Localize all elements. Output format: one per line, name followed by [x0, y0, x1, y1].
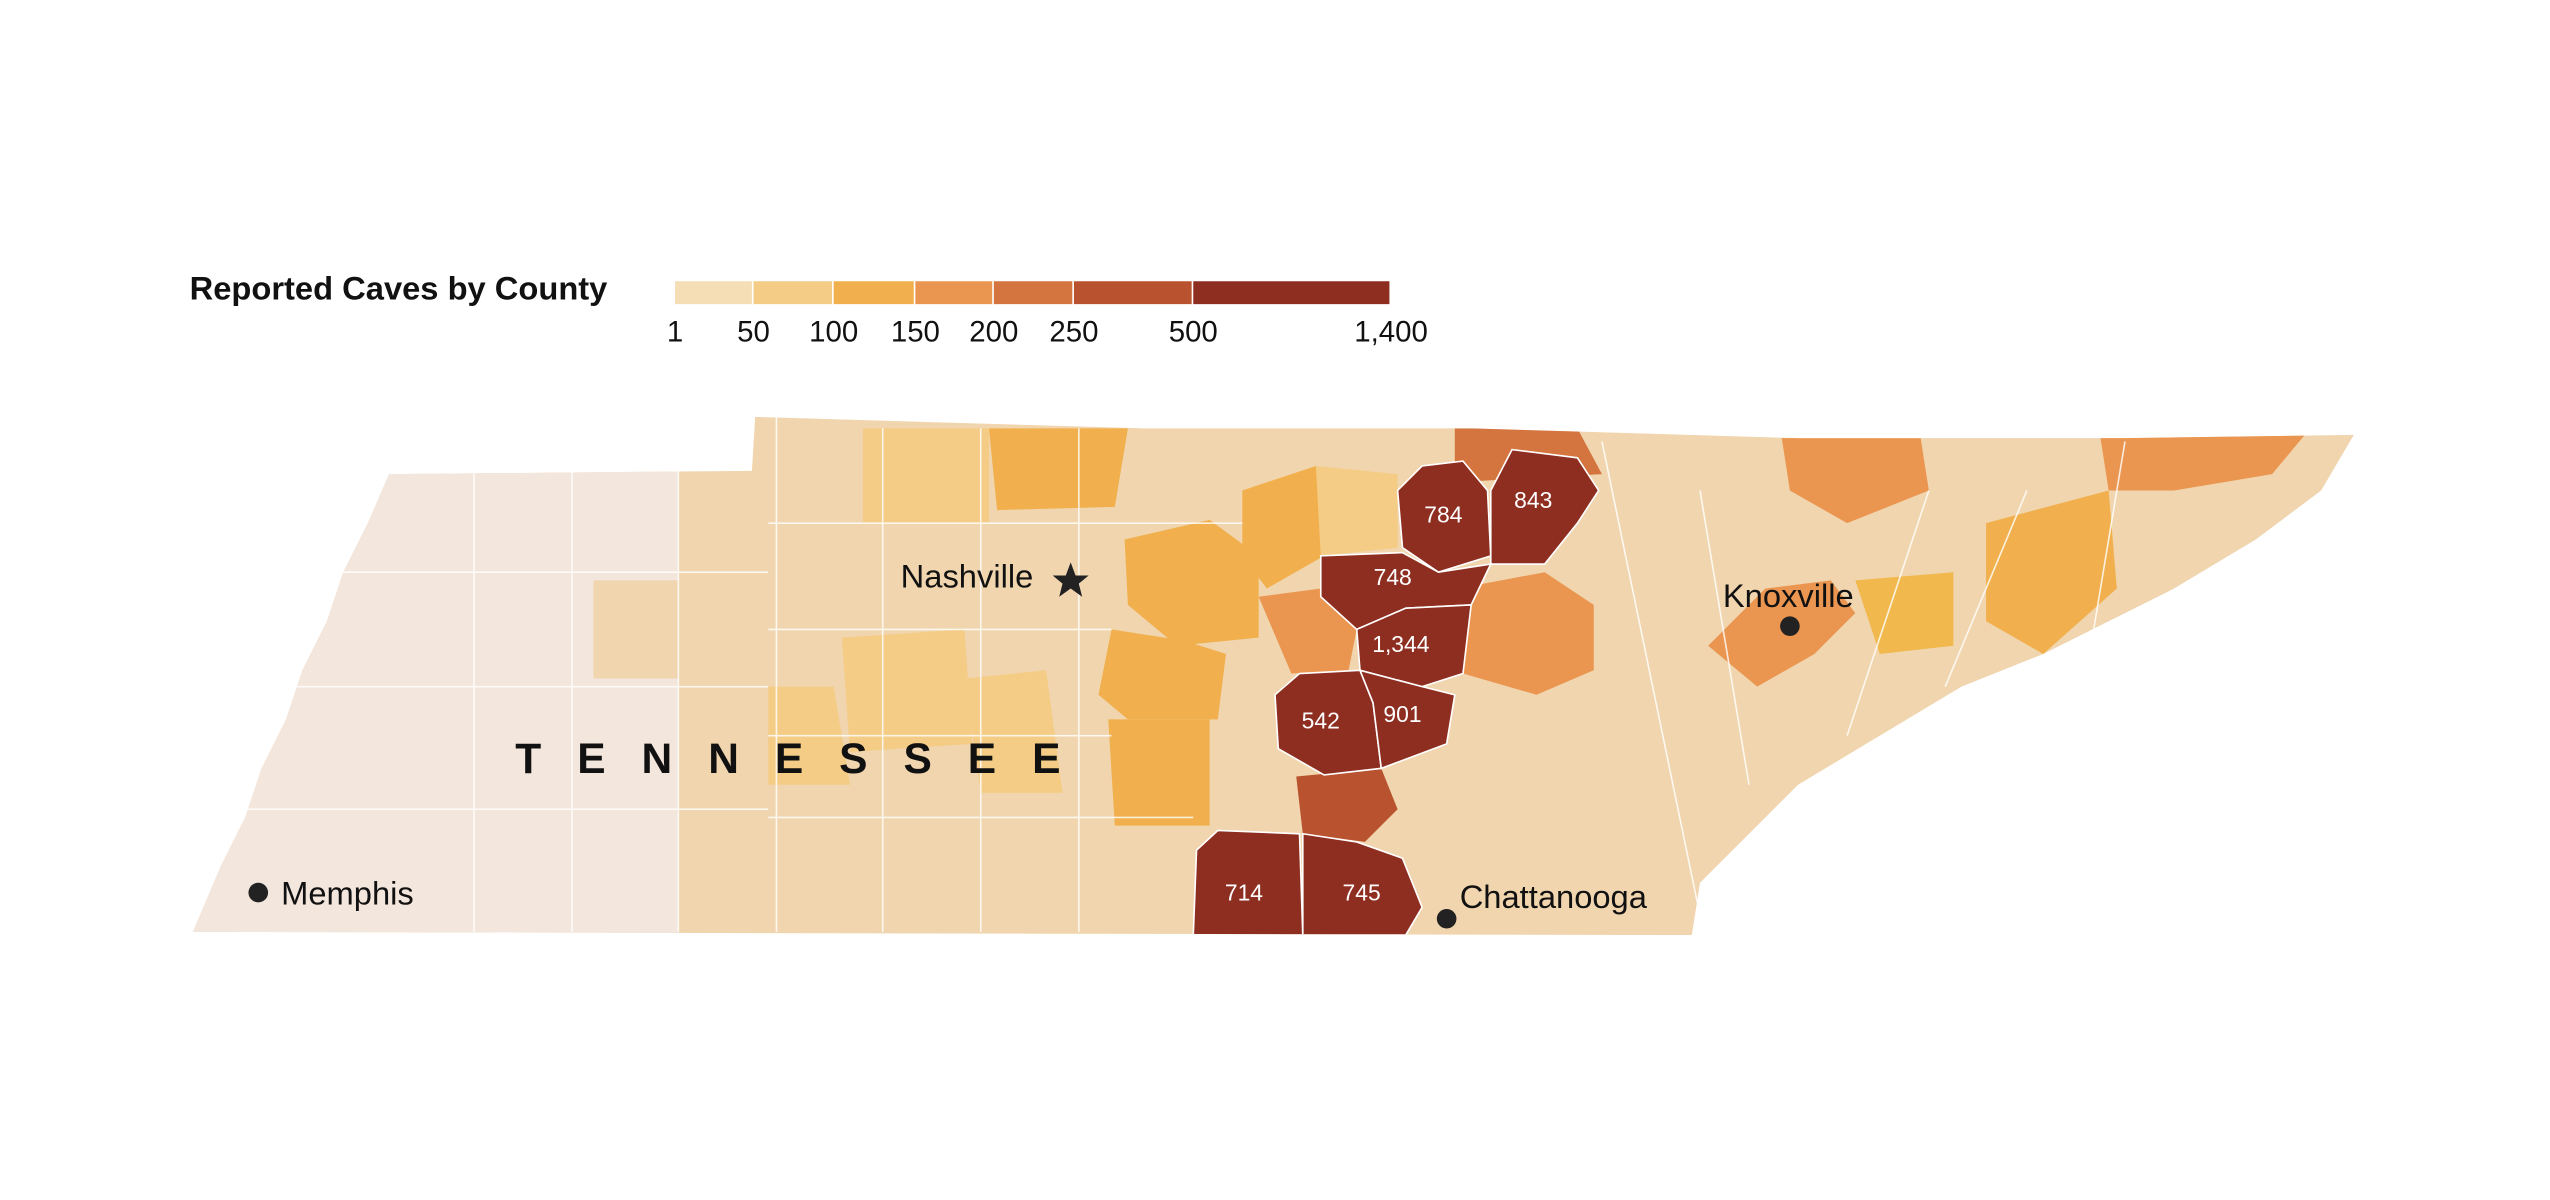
county — [1708, 580, 1856, 687]
county-value-label: 714 — [1225, 879, 1263, 905]
county — [988, 428, 1128, 511]
county — [1315, 465, 1398, 556]
legend-tick-label: 100 — [809, 315, 858, 348]
county — [1108, 719, 1210, 826]
legend-tick-label: 200 — [969, 315, 1018, 348]
county — [1301, 832, 1424, 936]
city-label: Memphis — [281, 875, 414, 912]
county — [1489, 448, 1600, 565]
county-value-label: 748 — [1374, 564, 1412, 590]
legend-swatch — [993, 281, 1073, 305]
county — [964, 670, 1063, 793]
legend-swatch — [753, 281, 833, 305]
county-borders — [192, 416, 2126, 932]
city-label: Knoxville — [1723, 577, 1854, 614]
county — [841, 629, 973, 753]
county — [1242, 465, 1325, 589]
legend-tick-label: 500 — [1169, 315, 1218, 348]
legend-swatch — [833, 281, 914, 305]
county — [1098, 629, 1226, 720]
legend-tick-label: 1 — [667, 315, 683, 348]
city-label: Nashville — [901, 557, 1034, 594]
city-label: Chattanooga — [1460, 878, 1648, 915]
legend-swatch — [1073, 281, 1192, 305]
legend-swatch — [915, 281, 993, 305]
county — [1781, 438, 1929, 524]
legend-swatch — [1193, 281, 1390, 305]
valued-counties — [1192, 448, 1600, 936]
county — [1296, 768, 1398, 842]
county — [1192, 829, 1304, 936]
city-dot — [248, 882, 269, 903]
county — [1855, 572, 1954, 654]
legend-tick-label: 250 — [1049, 315, 1098, 348]
county-value-label: 843 — [1514, 487, 1552, 513]
capital-star — [1052, 562, 1089, 597]
county — [1258, 588, 1357, 674]
city-dot — [1780, 616, 1800, 636]
county — [1986, 490, 2117, 654]
county-value-label: 901 — [1383, 701, 1421, 727]
state — [192, 416, 2354, 936]
city-dot — [1436, 908, 1457, 929]
state-label: TENNESSEE — [515, 736, 1096, 783]
county-value-label: 745 — [1343, 879, 1381, 905]
county-value-label: 784 — [1424, 502, 1462, 528]
county — [863, 428, 989, 524]
legend-swatch — [675, 281, 752, 305]
legend-tick-label: 50 — [737, 315, 770, 348]
county — [2100, 434, 2305, 491]
county — [1396, 460, 1492, 574]
legend-tick-label: 1,400 — [1354, 315, 1428, 348]
county — [593, 580, 716, 679]
legend: 1 50 100 150 200 250 500 1,400 — [667, 281, 1428, 348]
county — [1358, 669, 1456, 770]
county — [1124, 519, 1259, 646]
legend-tick-label: 150 — [891, 315, 940, 348]
county-value-label: 542 — [1302, 708, 1340, 734]
county — [1458, 572, 1594, 695]
county-value-label: 1,344 — [1372, 631, 1430, 657]
legend-title: Reported Caves by County — [190, 270, 608, 307]
